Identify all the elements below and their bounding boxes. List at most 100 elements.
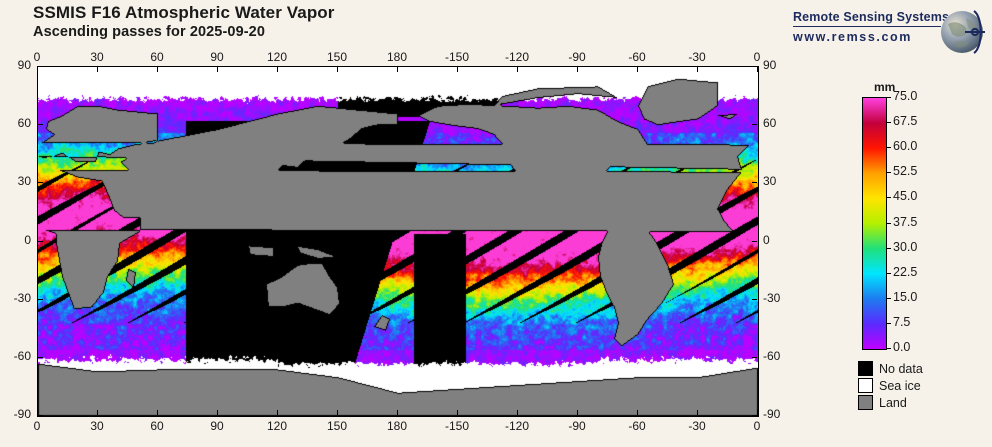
lon-tick-label: -90 [568,419,586,433]
lon-tick [157,410,158,415]
lon-tick-label: 120 [266,50,288,64]
lat-tick [38,124,43,126]
lon-tick [337,67,338,72]
colorbar-tick-label: 52.5 [893,164,918,179]
lon-tick-label: -150 [444,419,470,433]
lon-tick-label: 150 [326,419,348,433]
colorbar-tick [886,172,891,174]
page-title: SSMIS F16 Atmospheric Water Vapor [33,3,335,22]
lat-tick-label: 0 [24,232,31,247]
lon-tick [457,410,458,415]
lat-tick [38,240,43,242]
lat-tick-label: 30 [763,174,777,189]
brand-url: www.remss.com [793,30,912,44]
legend-label: No data [879,361,923,376]
lon-tick-label: 0 [33,419,41,433]
lat-tick-label: 0 [763,232,770,247]
colorbar-tick [886,272,891,274]
colorbar-tick-label: 37.5 [893,214,918,229]
legend-label: Land [879,395,907,410]
lon-tick-label: -60 [628,419,646,433]
lon-tick-label: 150 [326,50,348,64]
lon-tick-label: 120 [266,419,288,433]
lat-tick-label: -30 [13,290,31,305]
colorbar-tick [886,247,891,249]
lat-tick-label: 90 [17,58,31,72]
lon-tick [97,410,98,415]
lat-tick-label: -90 [13,407,31,421]
lon-tick [757,67,758,72]
lon-tick-label: 90 [210,50,224,64]
lon-tick-label: -120 [504,50,530,64]
lon-tick [217,67,218,72]
lon-tick [37,67,38,72]
lon-tick-label: 0 [33,50,41,64]
lat-tick [752,124,757,126]
lat-tick-label: 60 [17,116,31,131]
legend-item: No data [858,360,923,377]
legend-swatch [858,395,873,410]
lat-tick [752,298,757,300]
colorbar [862,97,887,350]
lon-tick-label: -30 [688,419,706,433]
lon-tick-label: 60 [150,50,164,64]
lon-tick-label: 180 [386,50,408,64]
lat-tick [38,182,43,184]
lon-tick [277,67,278,72]
colorbar-tick [886,97,891,98]
lat-tick [38,298,43,300]
lon-tick [637,410,638,415]
brand-name: Remote Sensing Systems [793,10,950,24]
lon-tick [637,67,638,72]
colorbar-tick-label: 60.0 [893,139,918,154]
map-plot-area[interactable] [37,66,759,417]
lon-tick-label: 90 [210,419,224,433]
lon-tick [757,410,758,415]
lon-tick-label: 30 [90,419,104,433]
colorbar-tick-label: 22.5 [893,264,918,279]
lon-tick [517,67,518,72]
lon-tick-label: -60 [628,50,646,64]
lon-tick-label: -30 [688,50,706,64]
lon-tick [277,410,278,415]
lat-tick-label: -60 [13,348,31,363]
colorbar-unit-label: mm [874,80,896,94]
lon-tick [397,410,398,415]
colorbar-gradient [863,98,886,349]
lon-tick-label: 60 [150,419,164,433]
lat-tick-label: -30 [763,290,781,305]
colorbar-tick-label: 45.0 [893,189,918,204]
colorbar-tick [886,322,891,324]
legend-label: Sea ice [879,378,921,393]
lon-tick-label: 180 [386,419,408,433]
lon-tick-label: -90 [568,50,586,64]
map-legend: No data Sea ice Land [858,360,923,411]
water-vapor-raster [38,67,758,416]
lon-tick [577,67,578,72]
colorbar-tick-label: 0.0 [893,340,911,354]
lat-tick [752,356,757,358]
lat-tick-label: -60 [763,348,781,363]
colorbar-tick-label: 30.0 [893,239,918,254]
colorbar-tick-label: 67.5 [893,114,918,129]
lat-tick-label: 30 [17,174,31,189]
lon-tick [457,67,458,72]
colorbar-tick-label: 75.0 [893,89,918,103]
lat-tick [752,182,757,184]
lon-tick-label: -120 [504,419,530,433]
lon-tick-label: 0 [753,419,761,433]
legend-item: Land [858,394,923,411]
brand-divider [793,26,941,27]
lon-tick-label: 30 [90,50,104,64]
lon-tick [217,410,218,415]
lat-tick [38,356,43,358]
colorbar-tick [886,297,891,299]
lat-tick [752,66,757,67]
colorbar-tick-label: 7.5 [893,314,911,329]
lat-tick-label: 60 [763,116,777,131]
lon-tick [337,410,338,415]
colorbar-tick [886,348,891,349]
lon-tick [397,67,398,72]
lon-tick [697,410,698,415]
lon-tick-label: 0 [753,50,761,64]
